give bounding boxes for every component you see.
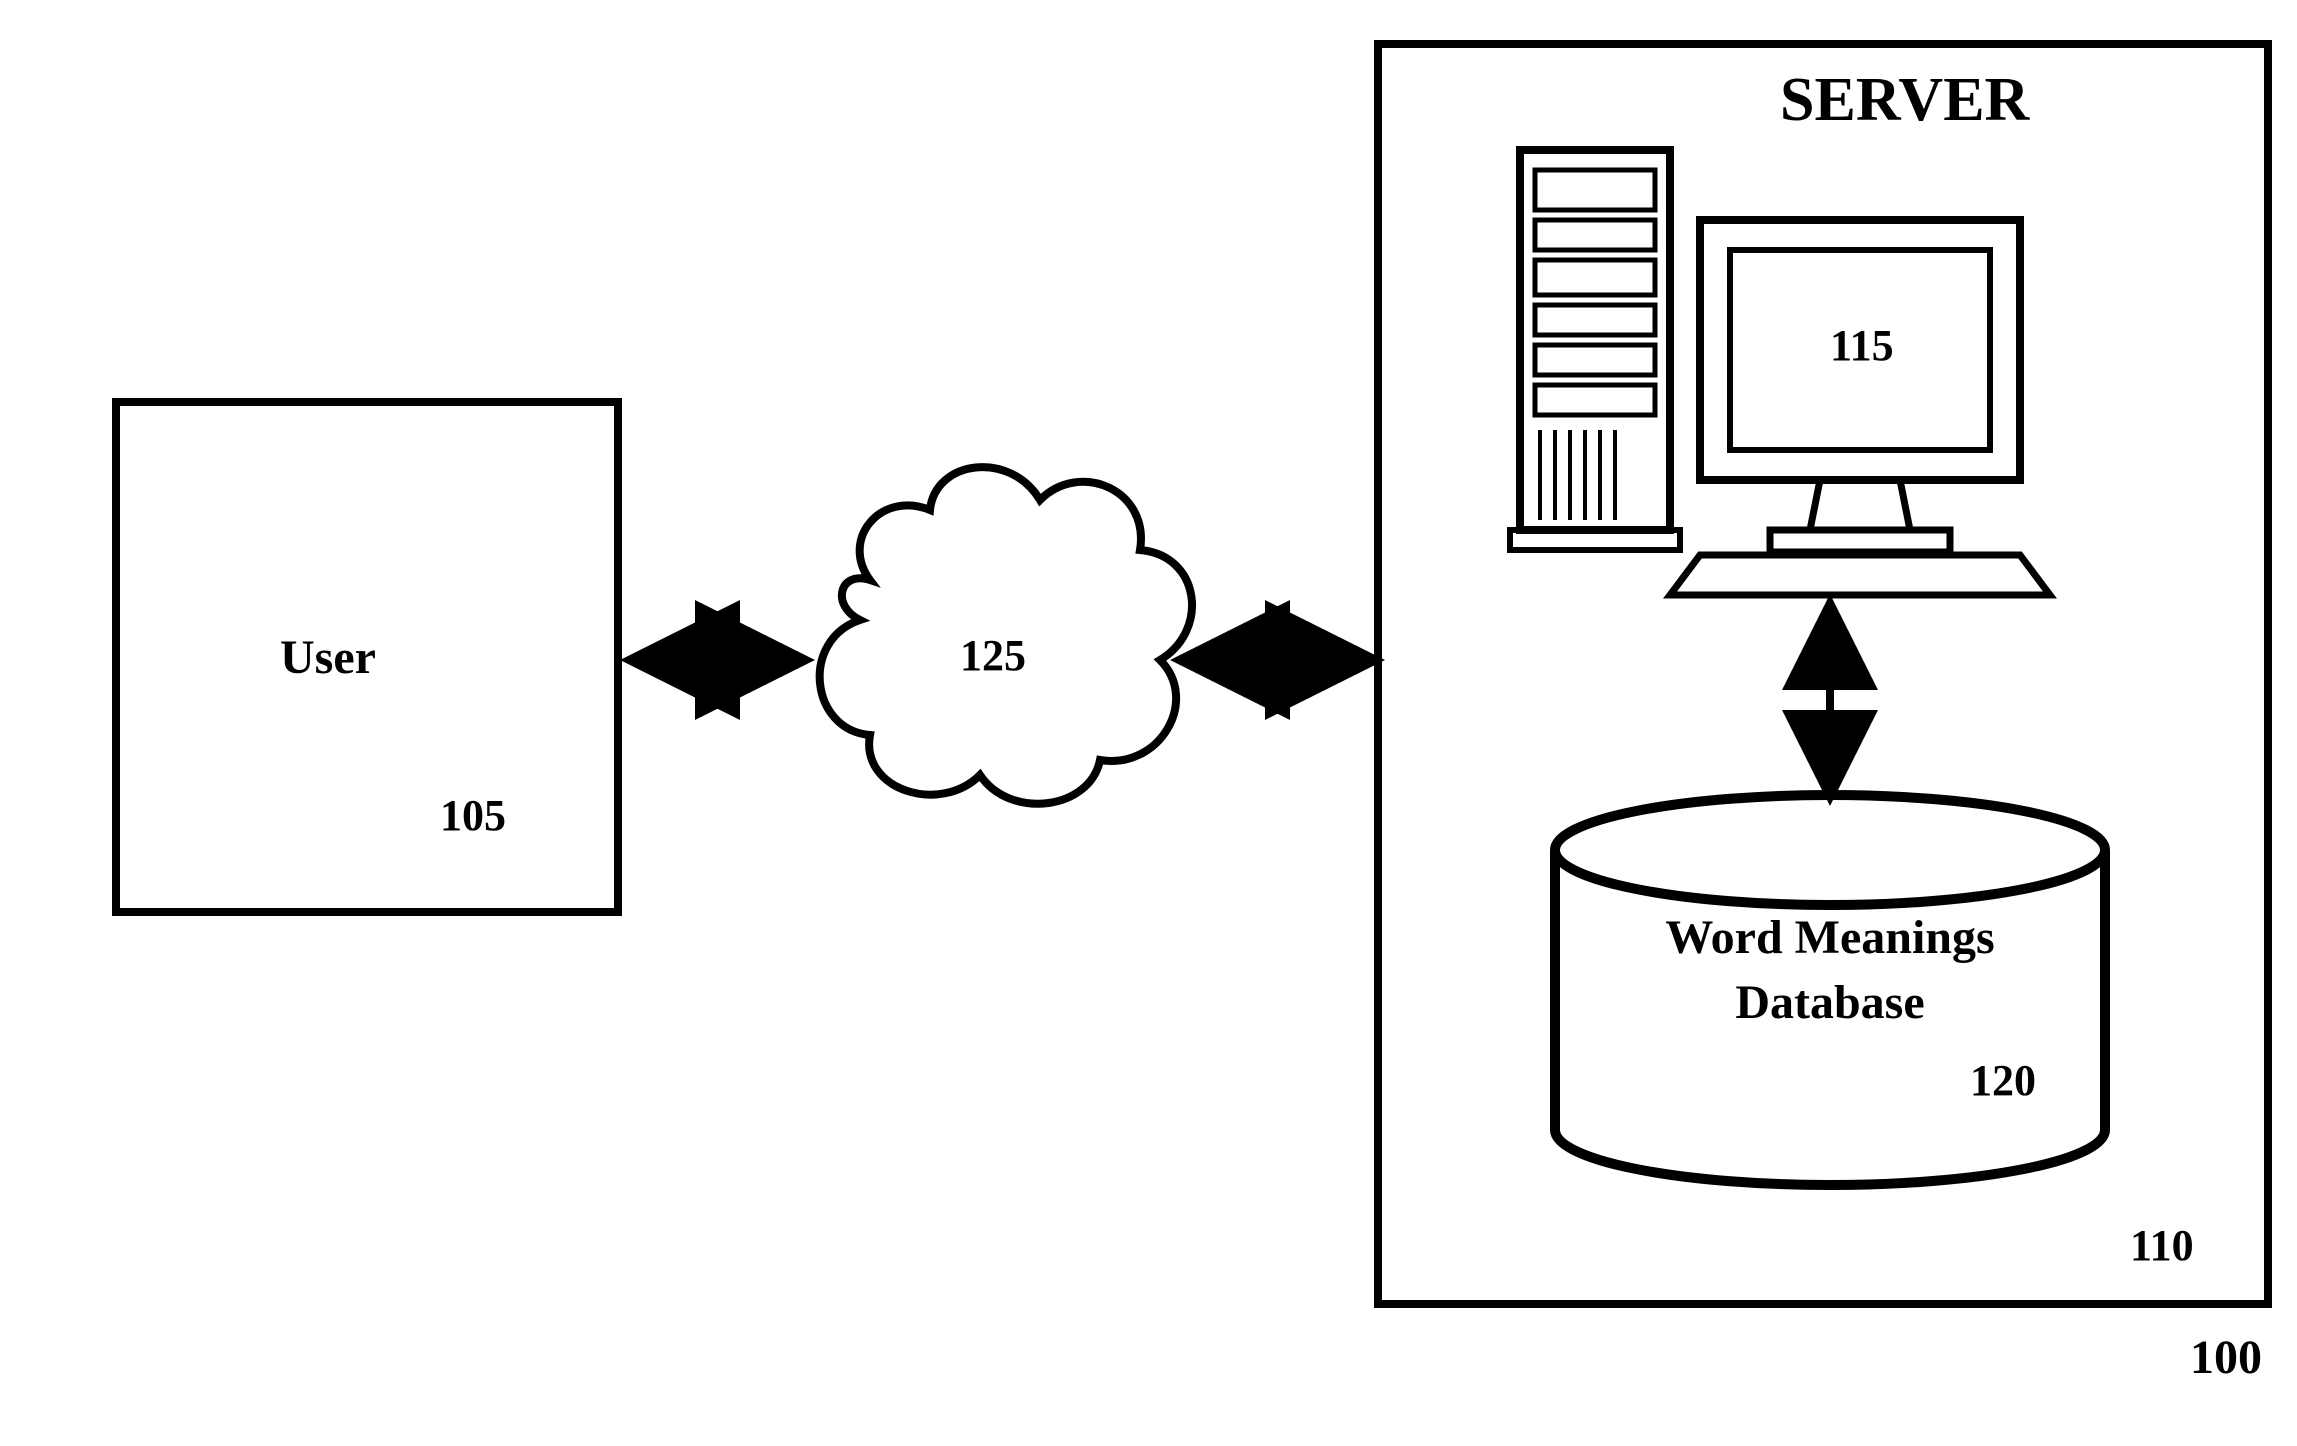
database-label-1: Word Meanings: [1640, 910, 2020, 965]
server-ref: 110: [2130, 1220, 2194, 1271]
cloud-ref: 125: [960, 630, 1026, 681]
user-label: User: [280, 630, 376, 685]
database-label-2: Database: [1640, 975, 2020, 1030]
user-ref: 105: [440, 790, 506, 841]
system-diagram: [0, 0, 2297, 1446]
system-ref: 100: [2190, 1330, 2262, 1385]
server-computer-icon: [1510, 150, 2050, 595]
server-title: SERVER: [1780, 65, 2029, 136]
database-ref: 120: [1970, 1055, 2036, 1106]
computer-ref: 115: [1830, 320, 1894, 371]
server-box: [1378, 44, 2268, 1304]
